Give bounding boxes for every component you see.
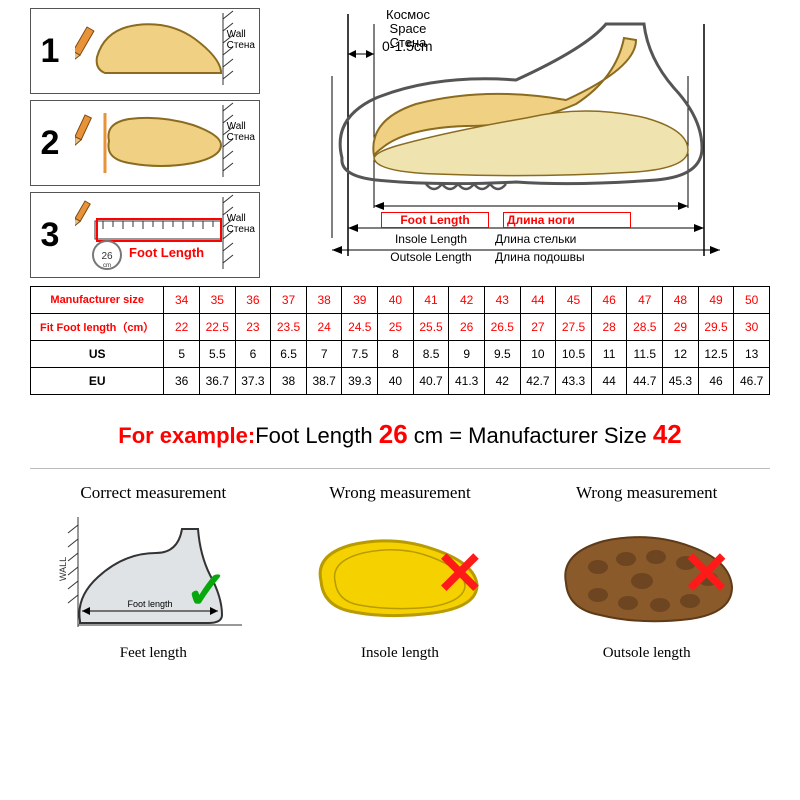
- cross-icon-1: ✕: [435, 539, 485, 609]
- table-row-fit: Fit Foot length（cm） 2222.52323.52424.525…: [31, 314, 770, 341]
- step-1-number: 1: [31, 32, 69, 71]
- wrong2-caption: Outsole length: [542, 645, 752, 662]
- example-line: For example:Foot Length 26 cm = Manufact…: [30, 419, 770, 450]
- correct-title: Correct measurement: [48, 483, 258, 503]
- example-val2: 42: [653, 419, 682, 449]
- step-3: 3: [30, 192, 260, 278]
- svg-text:cm: cm: [103, 263, 111, 269]
- eu-label: EU: [31, 368, 164, 395]
- example-val1: 26: [379, 419, 408, 449]
- example-label1: Foot Length: [255, 423, 379, 448]
- wrong2-col: Wrong measurement ✕ Outsole leng: [542, 483, 752, 662]
- diag-insole-en: Insole Length: [381, 232, 481, 246]
- step-2-graphic: [75, 101, 245, 181]
- space-ru: Космос: [386, 7, 430, 22]
- size-table: Manufacturer size 3435363738394041424344…: [30, 286, 770, 395]
- top-section: 1: [30, 8, 770, 278]
- step-2-wall-ru: Стена: [227, 132, 255, 143]
- step-3-graphic: 26 cm: [75, 193, 245, 273]
- step-3-wall-en: Wall: [227, 213, 246, 224]
- step-1: 1: [30, 8, 260, 94]
- table-row-us: US 55.566.577.588.599.51010.51111.51212.…: [31, 341, 770, 368]
- correct-col: Correct measurement WALL: [48, 483, 258, 662]
- wrong1-title: Wrong measurement: [295, 483, 505, 503]
- table-row-mfr: Manufacturer size 3435363738394041424344…: [31, 287, 770, 314]
- step-2: 2: [30, 100, 260, 186]
- mfr-label: Manufacturer size: [31, 287, 164, 314]
- svg-text:WALL: WALL: [58, 557, 68, 581]
- diag-foot-ru: Длина ноги: [507, 213, 575, 227]
- step-1-wall-ru: Стена: [227, 40, 255, 51]
- example-unit: cm =: [408, 423, 469, 448]
- example-label2: Manufacturer Size: [468, 423, 653, 448]
- wrong1-col: Wrong measurement ✕ Insole length: [295, 483, 505, 662]
- us-label: US: [31, 341, 164, 368]
- table-row-eu: EU 3636.737.33838.739.34040.741.34242.74…: [31, 368, 770, 395]
- diag-outsole-en: Outsole Length: [381, 250, 481, 264]
- step-2-number: 2: [31, 124, 69, 163]
- correct-caption: Feet length: [48, 645, 258, 662]
- step-3-number: 3: [31, 216, 69, 255]
- wrong1-caption: Insole length: [295, 645, 505, 662]
- cross-icon-2: ✕: [681, 539, 731, 609]
- steps-column: 1: [30, 8, 260, 278]
- step-3-wall-ru: Стена: [227, 224, 255, 235]
- check-icon: ✓: [185, 561, 229, 621]
- shoe-diagram: Космос Space Стена 0-1.5cm: [276, 8, 770, 278]
- step-1-graphic: [75, 9, 245, 89]
- diag-foot-en: Foot Length: [400, 213, 469, 227]
- step-3-ruler-val: 26: [101, 251, 113, 262]
- wrong2-title: Wrong measurement: [542, 483, 752, 503]
- fit-label: Fit Foot length（cm）: [31, 314, 164, 341]
- step-3-foot-length-label: Foot Length: [129, 245, 204, 260]
- diag-outsole-ru: Длина подошвы: [495, 250, 615, 264]
- step-1-wall-en: Wall: [227, 29, 246, 40]
- diag-insole-ru: Длина стельки: [495, 232, 615, 246]
- svg-text:Foot length: Foot length: [128, 599, 173, 609]
- space-en: Space: [390, 21, 427, 36]
- space-range: 0-1.5cm: [382, 38, 433, 54]
- step-2-wall-en: Wall: [227, 121, 246, 132]
- bottom-section: Correct measurement WALL: [30, 468, 770, 662]
- example-prefix: For example:: [118, 423, 255, 448]
